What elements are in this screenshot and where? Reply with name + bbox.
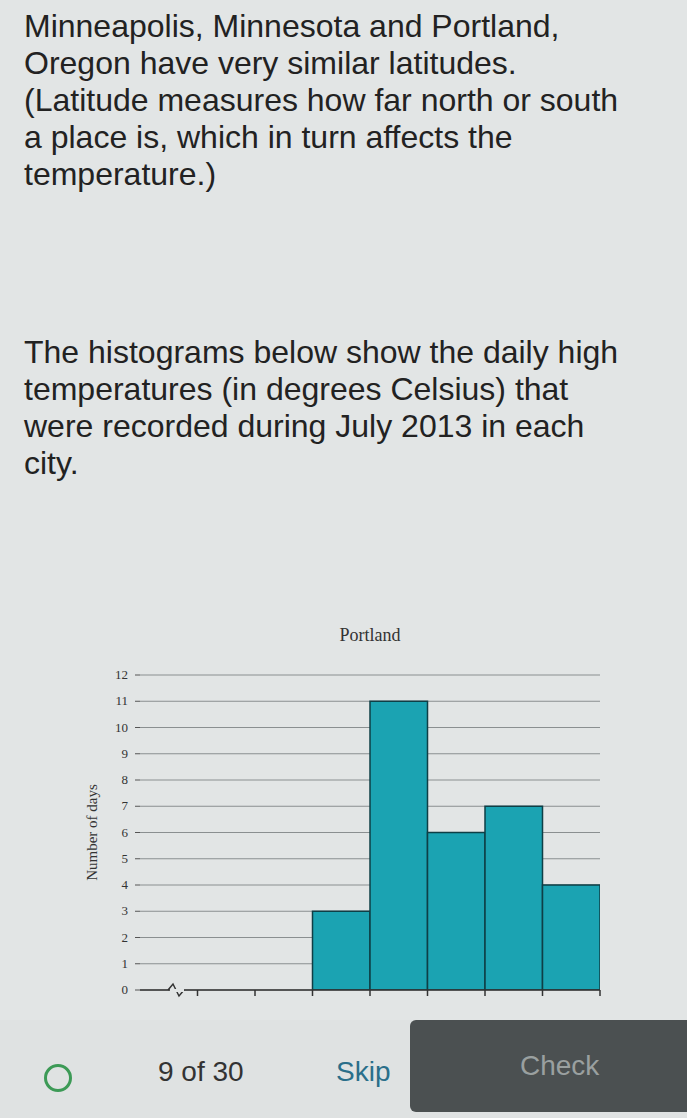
y-tick-label: 9 bbox=[122, 746, 129, 761]
chart: PortlandNumber of days0123456789101112 bbox=[0, 0, 687, 1118]
axis-break bbox=[168, 984, 184, 996]
x-tick bbox=[369, 990, 371, 996]
y-tick-label: 10 bbox=[115, 720, 128, 735]
y-tick bbox=[135, 963, 140, 964]
x-tick bbox=[254, 990, 256, 996]
y-tick bbox=[135, 858, 140, 859]
y-tick-label: 11 bbox=[115, 693, 128, 708]
progress: 9 of 30 bbox=[158, 1056, 244, 1088]
paragraph: The histograms below show the daily high… bbox=[24, 334, 624, 482]
page: Minneapolis, Minnesota and Portland, Ore… bbox=[0, 0, 687, 1118]
y-tick bbox=[135, 937, 140, 938]
y-tick bbox=[135, 753, 140, 754]
check-button[interactable]: Check bbox=[410, 1020, 687, 1112]
y-tick bbox=[135, 806, 140, 807]
y-tick bbox=[135, 701, 140, 702]
x-tick bbox=[197, 990, 199, 996]
x-tick bbox=[484, 990, 486, 996]
progress-icon bbox=[44, 1064, 72, 1092]
y-tick-label: 8 bbox=[122, 772, 129, 787]
y-tick-label: 12 bbox=[115, 667, 128, 682]
y-tick-label: 1 bbox=[122, 956, 129, 971]
paragraph: Minneapolis, Minnesota and Portland, Ore… bbox=[24, 8, 624, 193]
y-tick-label: 7 bbox=[122, 798, 129, 813]
y-tick-label: 4 bbox=[122, 877, 129, 892]
y-tick-label: 5 bbox=[122, 851, 129, 866]
y-axis-label: Number of days bbox=[84, 784, 100, 881]
bars bbox=[313, 701, 601, 990]
y-tick bbox=[135, 990, 140, 991]
histogram-bar bbox=[428, 833, 486, 991]
y-tick bbox=[135, 832, 140, 833]
chart-title: Portland bbox=[340, 625, 401, 645]
y-tick bbox=[135, 675, 140, 676]
y-tick bbox=[135, 780, 140, 781]
skip-button[interactable]: Skip bbox=[336, 1056, 390, 1088]
x-tick bbox=[542, 990, 544, 996]
y-tick-label: 6 bbox=[122, 825, 129, 840]
histogram-bar bbox=[370, 701, 428, 990]
y-tick-label: 3 bbox=[122, 903, 129, 918]
footer: 9 of 30 Skip Check bbox=[0, 1020, 687, 1118]
histogram-bar bbox=[485, 806, 543, 990]
x-tick bbox=[599, 990, 601, 996]
grid-line bbox=[140, 675, 600, 676]
x-tick bbox=[312, 990, 314, 996]
y-tick-label: 0 bbox=[122, 982, 129, 997]
histogram-bar bbox=[543, 885, 601, 990]
y-tick-label: 2 bbox=[122, 930, 129, 945]
check-label: Check bbox=[520, 1050, 599, 1082]
y-tick bbox=[135, 885, 140, 886]
x-tick bbox=[427, 990, 429, 996]
axis-break-gap bbox=[170, 989, 184, 992]
y-tick bbox=[135, 727, 140, 728]
y-tick bbox=[135, 911, 140, 912]
histogram-bar bbox=[313, 911, 371, 990]
